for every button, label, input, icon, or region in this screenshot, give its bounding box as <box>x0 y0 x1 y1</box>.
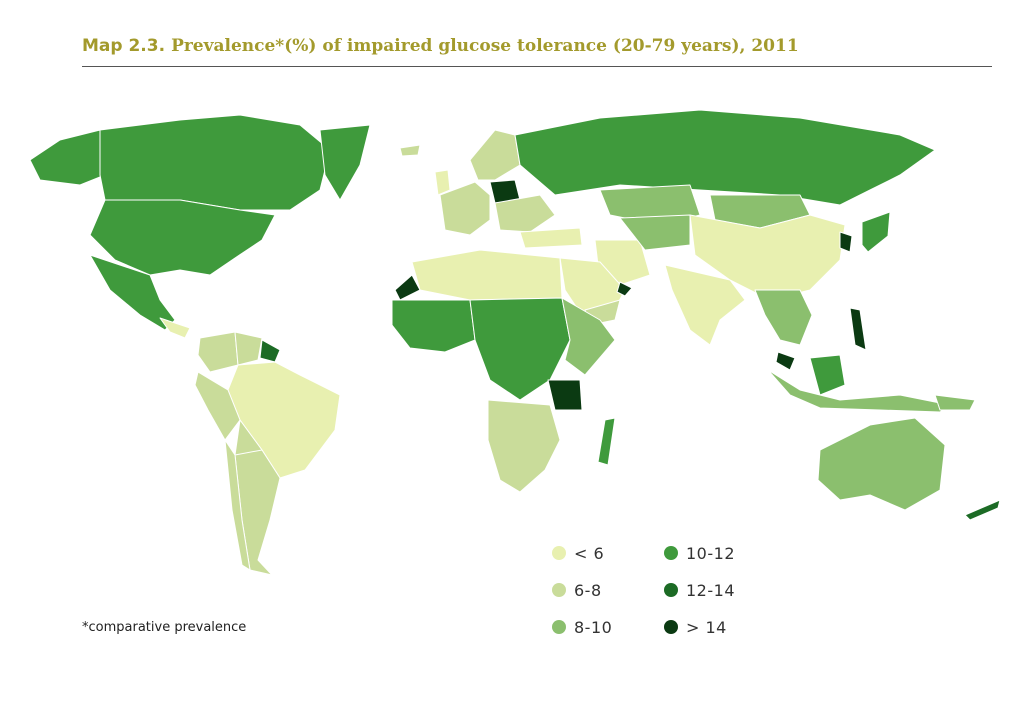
legend-item-12-14: 12-14 <box>664 579 735 601</box>
legend-swatch <box>552 620 566 634</box>
legend-label: 10-12 <box>686 543 735 563</box>
region-east-africa[interactable] <box>561 297 616 376</box>
region-alaska[interactable] <box>29 129 106 186</box>
region-greenland[interactable] <box>319 124 371 201</box>
region-colombia[interactable] <box>197 331 239 373</box>
region-eastern-europe[interactable] <box>494 194 556 233</box>
legend-item-6-8: 6-8 <box>552 579 602 601</box>
region-canada[interactable] <box>99 114 331 211</box>
region-western-europe[interactable] <box>439 181 491 236</box>
legend-swatch <box>664 546 678 560</box>
region-australia[interactable] <box>817 417 946 511</box>
legend-label: 12-14 <box>686 580 735 600</box>
region-papua-new-guinea[interactable] <box>934 394 976 411</box>
legend-item-lt6: < 6 <box>552 542 604 564</box>
region-madagascar[interactable] <box>597 417 616 466</box>
region-tanzania[interactable] <box>547 379 583 411</box>
region-indonesia[interactable] <box>767 369 951 413</box>
legend-label: < 6 <box>574 543 605 563</box>
region-western-sahara[interactable] <box>394 274 421 301</box>
region-korea[interactable] <box>839 231 853 253</box>
region-borneo[interactable] <box>809 354 846 396</box>
legend-label: 6-8 <box>574 580 602 600</box>
region-guiana[interactable] <box>259 339 281 363</box>
region-north-africa[interactable] <box>411 249 563 301</box>
legend-label: > 14 <box>686 617 727 637</box>
footnote: *comparative prevalence <box>82 620 247 635</box>
region-southeast-asia[interactable] <box>754 289 813 346</box>
map-title-text: Prevalence*(%) of impaired glucose toler… <box>171 36 799 56</box>
region-oman[interactable] <box>616 281 633 297</box>
legend-item-gt14: > 14 <box>664 616 727 638</box>
region-west-africa[interactable] <box>391 299 476 353</box>
region-chile[interactable] <box>224 439 251 571</box>
region-usa[interactable] <box>89 199 276 276</box>
region-southern-africa[interactable] <box>487 399 561 493</box>
region-turkey[interactable] <box>519 227 583 249</box>
legend-swatch <box>552 583 566 597</box>
region-japan[interactable] <box>861 211 891 253</box>
map-number: Map 2.3. <box>82 36 166 56</box>
region-philippines[interactable] <box>849 307 867 351</box>
region-malaysia[interactable] <box>775 351 796 371</box>
legend-item-8-10: 8-10 <box>552 616 612 638</box>
legend-swatch <box>552 546 566 560</box>
region-china[interactable] <box>689 214 846 301</box>
region-russia[interactable] <box>514 109 936 206</box>
legend-item-10-12: 10-12 <box>664 542 735 564</box>
legend-swatch <box>664 620 678 634</box>
region-new-zealand[interactable] <box>964 499 1001 521</box>
region-scandinavia[interactable] <box>469 129 521 181</box>
legend-swatch <box>664 583 678 597</box>
region-india[interactable] <box>664 264 746 346</box>
legend: < 6 6-8 8-10 10-12 12-14 > 14 <box>552 542 812 642</box>
region-iceland[interactable] <box>399 144 421 157</box>
region-central-asia[interactable] <box>619 214 691 251</box>
legend-label: 8-10 <box>574 617 613 637</box>
title-rule <box>82 66 992 67</box>
map-title: Map 2.3. Prevalence*(%) of impaired gluco… <box>82 36 992 56</box>
region-venezuela[interactable] <box>234 331 263 366</box>
region-central-america[interactable] <box>159 317 191 339</box>
region-uk[interactable] <box>434 169 451 196</box>
